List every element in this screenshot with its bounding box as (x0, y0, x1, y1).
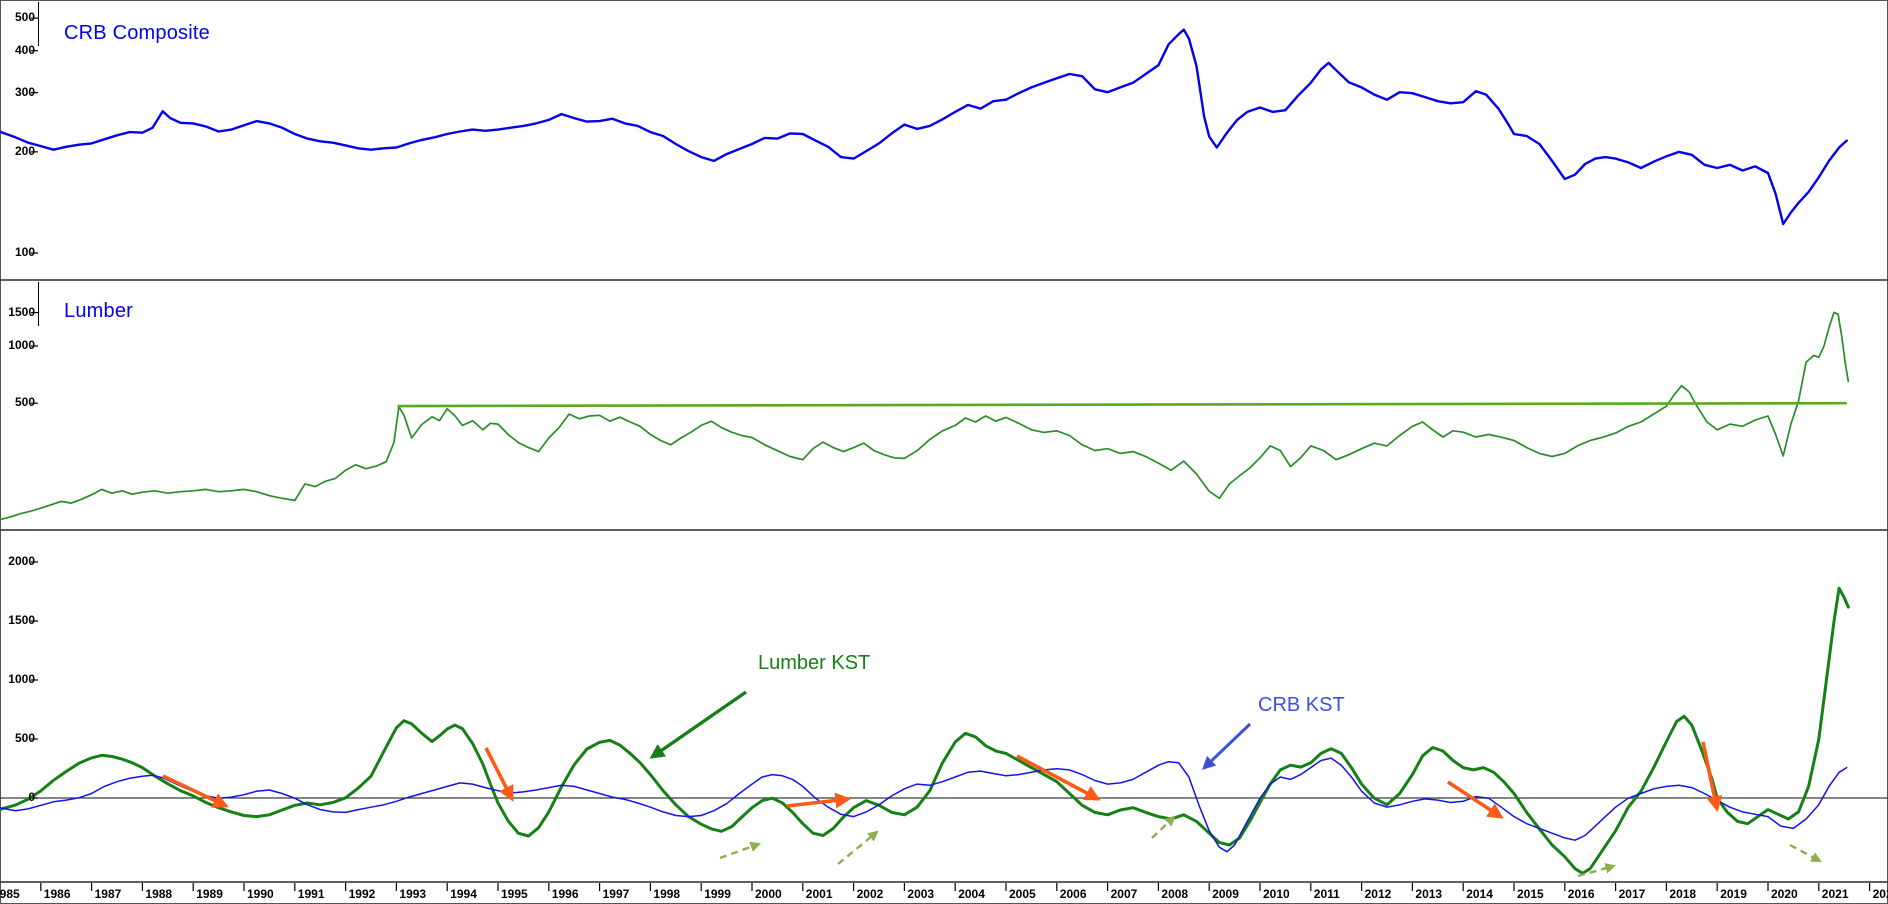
x-year-label: 2008 (1161, 887, 1189, 901)
x-year-label: 2020 (1771, 887, 1798, 901)
y-tick-label: 1000 (8, 338, 35, 352)
x-year-label: 1997 (602, 887, 630, 901)
x-year-label: 1999 (704, 887, 731, 901)
x-year-label: 1995 (501, 887, 528, 901)
x-year-label: 1985 (0, 887, 20, 901)
x-year-label: 2006 (1059, 887, 1087, 901)
x-year-label: 1989 (196, 887, 223, 901)
x-year-label: 1998 (653, 887, 681, 901)
y-tick-label: 1500 (8, 304, 35, 319)
y-tick-label: 100 (14, 245, 35, 259)
x-year-label: 2009 (1212, 887, 1239, 901)
x-year-label: 2007 (1110, 887, 1138, 901)
y-tick-label: 400 (14, 42, 35, 57)
x-year-label: 2000 (755, 887, 782, 901)
x-year-label: 2016 (1567, 887, 1595, 901)
x-year-label: 2005 (1009, 887, 1036, 901)
lumber-kst-annotation-label: Lumber KST (758, 652, 871, 674)
y-tick-label: 2000 (8, 554, 35, 568)
x-year-label: 1996 (551, 887, 579, 901)
x-year-label: 2004 (958, 887, 985, 901)
x-year-label: 1991 (297, 887, 325, 901)
y-tick-label: 500 (14, 731, 35, 745)
y-tick-label: 500 (14, 395, 35, 410)
y-tick-label: 300 (14, 84, 35, 99)
crb-composite-title: CRB Composite (64, 22, 210, 44)
x-year-label: 2014 (1466, 887, 1493, 901)
y-tick-label: 500 (14, 10, 35, 25)
x-year-label: 1992 (348, 887, 376, 901)
x-year-label: 2018 (1669, 887, 1697, 901)
x-year-label: 2015 (1517, 887, 1544, 901)
x-year-label: 2021 (1821, 887, 1849, 901)
y-tick-label: 0 (28, 790, 35, 804)
x-year-label: 2017 (1618, 887, 1646, 901)
x-year-label: 2011 (1313, 887, 1340, 901)
lumber-title: Lumber (64, 300, 134, 322)
y-tick-label: 1500 (8, 613, 35, 627)
x-year-label: 2010 (1263, 887, 1290, 901)
x-year-label: 2019 (1720, 887, 1747, 901)
x-year-label: 2013 (1415, 887, 1443, 901)
x-year-label: 1988 (145, 887, 173, 901)
x-year-label: 1986 (43, 887, 71, 901)
x-year-label: 1993 (399, 887, 427, 901)
x-year-label: 1994 (450, 887, 477, 901)
y-tick-label: 1000 (8, 672, 35, 686)
crb-kst-annotation-label: CRB KST (1258, 694, 1345, 716)
x-year-label: 2001 (805, 887, 833, 901)
x-year-label: 1990 (247, 887, 274, 901)
x-year-label: 2003 (907, 887, 935, 901)
x-year-label: 2022 (1872, 887, 1888, 901)
x-year-label: 2002 (856, 887, 884, 901)
y-tick-label: 200 (14, 143, 35, 158)
x-year-label: 1987 (94, 887, 122, 901)
x-year-label: 2012 (1364, 887, 1392, 901)
